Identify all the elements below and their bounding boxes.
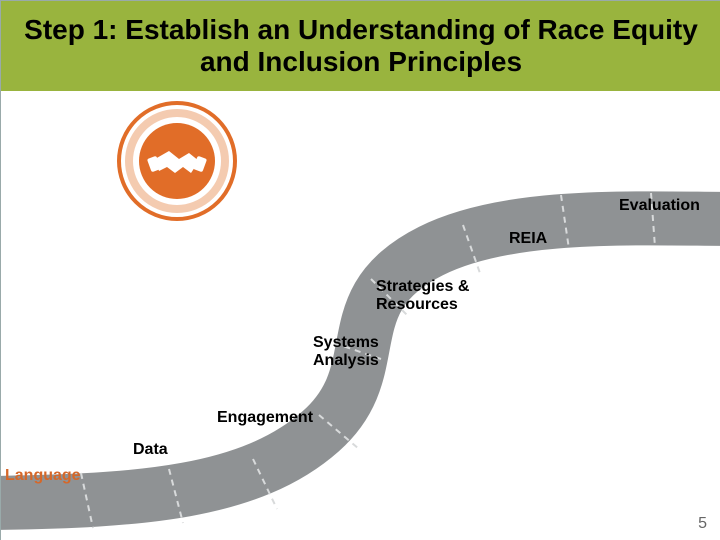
handshake-badge [117, 101, 237, 221]
label-language: Language [5, 467, 81, 485]
page-number: 5 [698, 515, 707, 533]
label-engagement: Engagement [217, 409, 313, 427]
road-svg [1, 1, 720, 540]
label-data: Data [133, 441, 168, 459]
slide: Step 1: Establish an Understanding of Ra… [0, 0, 720, 540]
label-strategies: Strategies & Resources [376, 278, 496, 313]
handshake-icon [117, 101, 237, 221]
label-reia: REIA [509, 230, 547, 248]
label-systems: Systems Analysis [313, 334, 403, 369]
label-evaluation: Evaluation [619, 197, 700, 215]
